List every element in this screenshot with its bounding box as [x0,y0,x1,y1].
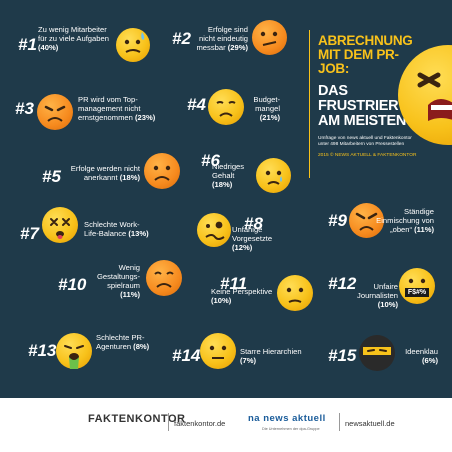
item-9-pct: (11%) [414,225,434,234]
cursing-symbols: F$#% [407,289,427,296]
item-7-pct: (13%) [128,229,149,238]
item-14-label: Starre Hierarchien [240,347,302,356]
item-12-text: Unfaire Journalisten (10%) [340,282,398,309]
news-aktuell-url[interactable]: newsaktuell.de [345,419,395,428]
item-7-label: Schlechte Work-Life-Balance [84,220,140,238]
dizzy-face-icon [42,207,78,243]
item-1-text: Zu wenig Mitarbeiter für zu viele Aufgab… [38,25,116,52]
rank-2: #2 [172,29,191,48]
item-1-pct: (40%) [38,43,59,52]
headline-block: ABRECHNUNG MIT DEM PR-JOB: DAS FRUSTRIER… [318,34,418,159]
copyright-note: 2015 © NEWS AKTUELL & FAKTENKONTOR [318,153,417,158]
item-10-text: Wenig Gestaltungs-spielraum (11%) [86,263,140,299]
item-11-text: Keine Perspektive (10%) [211,287,275,305]
rank-8: #8 [244,214,263,233]
item-11-pct: (10%) [211,296,232,305]
item-10-label: Wenig Gestaltungs-spielraum [96,263,140,290]
rank-14: #14 [172,346,201,365]
item-15-pct: (6%) [421,356,438,365]
faktenkontor-url[interactable]: faktenkontor.de [174,419,226,428]
item-12-label: Unfaire Journalisten [357,282,398,300]
frustrated-face-icon [37,94,73,130]
item-15-label: Ideenklau [405,347,438,356]
frowning-face-icon [144,153,180,189]
news-aktuell-logo: na news aktuell [248,413,326,424]
rank-7: #7 [20,224,39,243]
item-5-label: Erfolge werden nicht anerkannt [70,164,140,182]
unhappy-face-icon [146,260,182,296]
anxious-sweat-face-icon [116,28,150,62]
rank-1: #1 [18,35,37,54]
item-9-text: Ständige Einmischung von „oben“ (11%) [372,207,434,234]
faktenkontor-logo: FAKTENKONTOR [88,413,186,425]
blank-face-icon [200,333,236,369]
item-6-pct: (18%) [212,180,233,189]
news-aktuell-tagline: Die Unternehmen der dpa-Gruppe [262,427,320,431]
sad-face-icon [256,158,291,193]
item-4-label: Budget-mangel [253,95,280,113]
rank-3: #3 [15,99,34,118]
item-9-label: Ständige Einmischung von „oben“ [376,207,434,234]
cursing-face-icon: F$#% [399,268,435,304]
survey-note: Umfrage von news aktuell und Faktenkonto… [318,136,412,147]
item-4-pct: (21%) [259,113,280,122]
footer-separator-2 [339,413,340,431]
item-3-label: PR wird vom Top-management nicht ernstge… [78,95,141,122]
rank-4: #4 [187,95,206,114]
item-14-pct: (7%) [240,356,257,365]
item-1-label: Zu wenig Mitarbeiter für zu viele Aufgab… [38,25,109,43]
item-8-pct: (12%) [232,243,253,252]
item-3-pct: (23%) [135,113,156,122]
disappointed-face-icon [208,89,244,125]
rank-9: #9 [328,211,347,230]
item-3-text: PR wird vom Top-management nicht ernstge… [78,95,158,122]
item-12-pct: (10%) [377,300,398,309]
item-2-pct: (29%) [227,43,248,52]
item-13-text: Schlechte PR-Agenturen (8%) [96,333,162,351]
rank-5: #5 [42,167,61,186]
item-6-label: Niedriges Gehalt [212,162,245,180]
item-13-label: Schlechte PR-Agenturen [96,333,145,351]
sick-face-icon [56,333,92,369]
item-10-pct: (11%) [120,290,140,299]
item-2-label: Erfolge sind nicht eindeutig messbar [196,25,248,52]
rank-13: #13 [28,341,57,360]
rank-11: #11 [220,274,248,293]
big-angry-face-icon [398,45,452,145]
rank-15: #15 [328,346,357,365]
item-8-text: Unfähige Vorgesetzte (12%) [232,225,294,252]
item-4-text: Budget-mangel (21%) [246,95,280,122]
headline-title: ABRECHNUNG MIT DEM PR-JOB: [318,33,413,76]
footer [0,398,452,452]
infographic-panel [0,0,452,398]
crazy-face-icon [197,213,231,247]
item-2-text: Erfolge sind nicht eindeutig messbar (29… [190,25,248,52]
headline-subtitle: DAS FRUSTRIERT AM MEISTEN [318,83,407,129]
angry-face-icon [349,203,384,238]
item-8-label: Unfähige Vorgesetzte [232,225,273,243]
item-13-pct: (8%) [133,342,150,351]
item-14-text: Starre Hierarchien (7%) [240,347,310,365]
item-11-label: Keine Perspektive [211,287,273,296]
rank-12: #12 [328,274,357,293]
item-5-text: Erfolge werden nicht anerkannt (18%) [62,164,140,182]
ninja-face-icon [359,335,395,371]
worried-face-icon [277,275,313,311]
footer-separator-1 [168,413,169,431]
item-7-text: Schlechte Work-Life-Balance (13%) [84,220,154,238]
item-6-text: Niedriges Gehalt (18%) [212,162,252,189]
item-5-pct: (18%) [119,173,140,182]
confused-face-icon [252,20,287,55]
rank-6: #6 [201,151,220,170]
item-15-text: Ideenklau (6%) [398,347,438,365]
rank-10: #10 [58,275,87,294]
headline-divider [309,30,310,178]
